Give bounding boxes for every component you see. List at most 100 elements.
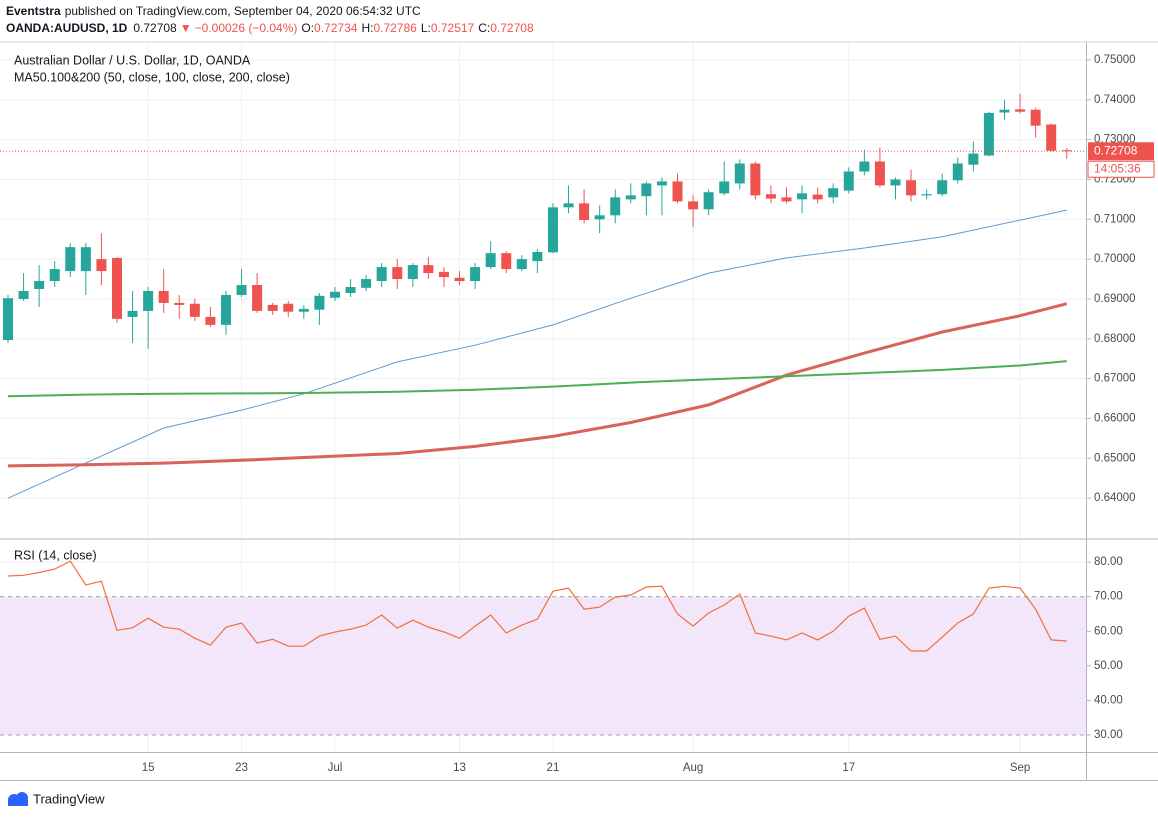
candle-body [49, 269, 60, 282]
moving-average [7, 209, 1067, 499]
candle-body [252, 285, 263, 311]
y-tick-label: 50.00 [1094, 660, 1123, 672]
candle-body [781, 197, 792, 202]
y-tick-label: 0.68000 [1094, 333, 1136, 345]
candle-body [859, 161, 870, 172]
countdown-box [1087, 160, 1155, 178]
y-tick-label: 70.00 [1094, 591, 1123, 603]
ohlc-label: L: [421, 21, 431, 35]
candle-body [34, 281, 45, 290]
candle-body [874, 161, 885, 186]
candle-body [267, 304, 278, 311]
candle-body [189, 303, 200, 317]
candle-body [999, 109, 1010, 113]
candle-body [719, 181, 730, 194]
x-tick-label: 23 [235, 762, 248, 774]
ohlc-label: C: [478, 21, 490, 35]
candle-body [454, 277, 465, 282]
candle-body [470, 267, 481, 282]
candle-body [672, 181, 683, 202]
candle-body [65, 247, 76, 272]
candle-body [3, 298, 13, 340]
candle-body [1015, 109, 1026, 112]
candle-body [96, 259, 107, 272]
candle-body [688, 201, 699, 210]
candle-body [797, 193, 808, 200]
candle-body [750, 163, 761, 196]
indicator-legend: MA50.100&200 (50, close, 100, close, 200… [14, 70, 290, 84]
y-tick-label: 0.67000 [1094, 373, 1136, 385]
candle-body [423, 265, 434, 274]
y-tick-label: 80.00 [1094, 556, 1123, 568]
moving-average [7, 302, 1068, 468]
candle-body [921, 194, 932, 196]
last-price: 0.72708 [133, 21, 177, 35]
candle-body [376, 267, 387, 282]
candle-body [968, 153, 979, 165]
moving-average [7, 360, 1067, 398]
ohlc-value: 0.72734 [314, 21, 358, 35]
candle-body [314, 295, 325, 310]
candle-body [563, 203, 574, 208]
price-label: 0.72708 [1094, 143, 1138, 157]
candle-body [625, 195, 636, 200]
candle-body [890, 179, 901, 186]
candle-body [734, 163, 745, 184]
candle-body [18, 290, 29, 299]
candle-body [127, 310, 138, 317]
candle-body [158, 290, 169, 303]
y-tick-label: 0.75000 [1094, 54, 1136, 66]
ohlc-value: 0.72517 [431, 21, 475, 35]
publish-line: Eventstra published on TradingView.com, S… [6, 4, 421, 18]
x-tick-label: Aug [683, 762, 703, 774]
published: published on TradingView.com, September … [65, 4, 421, 18]
x-tick-label: 15 [142, 762, 155, 774]
candle-body [236, 285, 247, 295]
candle-body [641, 183, 652, 197]
candle-body [143, 290, 154, 311]
author: Eventstra [6, 4, 61, 18]
candle-body [983, 112, 994, 156]
candle-body [703, 192, 714, 210]
candle-body [906, 180, 917, 196]
candle-body [438, 271, 449, 278]
candle-body [516, 259, 527, 270]
brand: TradingView [33, 791, 105, 806]
countdown: 14:05:36 [1094, 161, 1141, 175]
candle-body [205, 316, 216, 325]
candle-body [329, 291, 340, 298]
x-tick-label: 17 [842, 762, 855, 774]
candle-body [298, 308, 309, 312]
direction: ▼ [180, 21, 192, 35]
ohlc-value: 0.72786 [373, 21, 417, 35]
y-tick-label: 0.65000 [1094, 452, 1136, 464]
change: −0.00026 (−0.04%) [195, 21, 298, 35]
candle-body [361, 279, 372, 288]
candle-body [594, 215, 605, 220]
plots [0, 42, 1086, 752]
candle-body [345, 287, 356, 293]
y-tick-label: 60.00 [1094, 625, 1123, 637]
candle-body [1030, 109, 1041, 126]
candle-body [283, 303, 294, 312]
candle-body [547, 207, 558, 253]
candle-body [501, 253, 512, 270]
x-tick-label: 21 [547, 762, 560, 774]
candle-body [111, 257, 122, 319]
candle-body [610, 197, 621, 216]
y-tick-label: 0.71000 [1094, 213, 1136, 225]
candle-body [937, 180, 948, 195]
candle-body [1046, 124, 1057, 151]
logo [8, 792, 28, 806]
candle-body [80, 247, 91, 272]
x-tick-label: Jul [328, 762, 343, 774]
symbol: OANDA:AUDUSD, 1D [6, 21, 128, 35]
y-tick-label: 0.66000 [1094, 413, 1136, 425]
symbol-line: OANDA:AUDUSD, 1D 0.72708 ▼ −0.00026 (−0.04%… [6, 21, 534, 35]
x-tick-label: Sep [1010, 762, 1030, 774]
candle-body [220, 294, 231, 325]
y-tick-label: 0.70000 [1094, 253, 1136, 265]
ohlc-label: O: [301, 21, 314, 35]
y-tick-label: 0.64000 [1094, 492, 1136, 504]
